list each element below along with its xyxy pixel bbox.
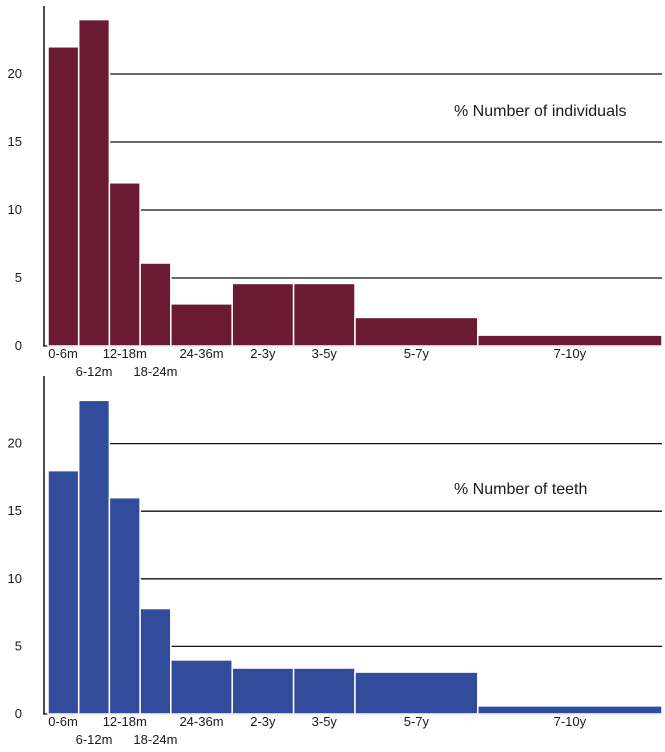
bar-5-7y <box>354 316 479 347</box>
chart-title: % Number of individuals <box>454 103 627 120</box>
x-tick-label: 24-36m <box>179 346 223 361</box>
bar-3-5y <box>292 667 356 715</box>
y-tick-label: 0 <box>15 706 22 721</box>
x-tick-label: 0-6m <box>48 714 78 729</box>
bars <box>47 18 663 347</box>
bar-2-3y <box>231 282 295 347</box>
x-tick-label: 6-12m <box>76 732 113 747</box>
bar-6-12m <box>77 399 111 715</box>
x-tick-label: 12-18m <box>103 714 147 729</box>
y-tick-labels: 0 5 10 15 20 <box>8 436 22 721</box>
x-tick-label: 7-10y <box>554 346 587 361</box>
x-tick-label: 2-3y <box>250 346 276 361</box>
y-tick-label: 20 <box>8 436 22 451</box>
bar-18-24m <box>139 607 172 715</box>
x-tick-label: 12-18m <box>103 346 147 361</box>
bar-2-3y <box>231 667 295 715</box>
bar-12-18m <box>108 496 141 715</box>
x-tick-label: 3-5y <box>312 714 338 729</box>
chart-title: % Number of teeth <box>454 481 587 498</box>
y-tick-label: 5 <box>15 270 22 285</box>
y-tick-label: 5 <box>15 638 22 653</box>
x-tick-label: 0-6m <box>48 346 78 361</box>
bars <box>47 399 663 715</box>
x-tick-label: 3-5y <box>312 346 338 361</box>
y-tick-label: 0 <box>15 338 22 353</box>
x-tick-label: 2-3y <box>250 714 276 729</box>
bar-0-6m <box>47 46 80 347</box>
bar-7-10y <box>477 705 663 715</box>
bar-24-36m <box>170 659 233 715</box>
x-tick-label: 5-7y <box>404 714 430 729</box>
x-tick-label: 18-24m <box>133 364 177 379</box>
y-tick-labels: 0 5 10 15 20 <box>8 66 22 353</box>
bar-0-6m <box>47 469 80 715</box>
y-tick-label: 15 <box>8 503 22 518</box>
bar-5-7y <box>354 671 479 715</box>
bar-3-5y <box>292 282 356 347</box>
bar-24-36m <box>170 303 233 347</box>
bar-18-24m <box>139 262 172 347</box>
x-tick-label: 7-10y <box>554 714 587 729</box>
x-tick-label: 18-24m <box>133 732 177 747</box>
bar-12-18m <box>108 182 141 347</box>
y-tick-label: 10 <box>8 202 22 217</box>
bar-6-12m <box>77 18 111 347</box>
bar-7-10y <box>477 334 663 347</box>
y-tick-label: 15 <box>8 134 22 149</box>
y-tick-label: 10 <box>8 571 22 586</box>
x-tick-label: 6-12m <box>76 364 113 379</box>
y-tick-label: 20 <box>8 66 22 81</box>
x-tick-label: 24-36m <box>179 714 223 729</box>
x-tick-label: 5-7y <box>404 346 430 361</box>
